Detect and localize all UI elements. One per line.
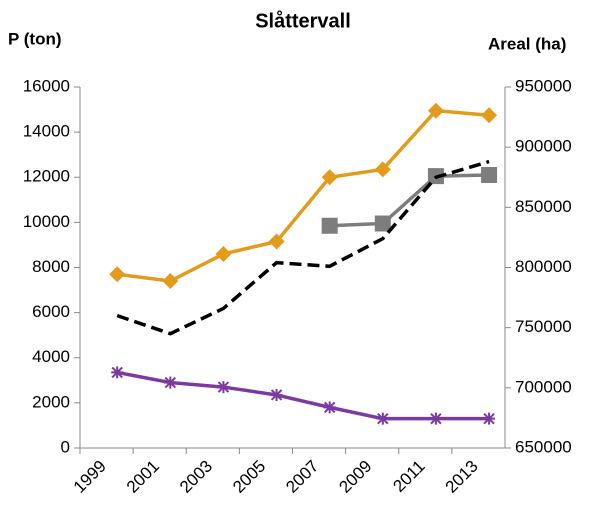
point — [321, 217, 338, 234]
y2-tick-label: 950000 — [515, 76, 572, 95]
series-line — [116, 159, 490, 336]
point — [270, 388, 283, 401]
point — [323, 401, 336, 414]
series-line — [116, 108, 490, 283]
y-tick-label: 2000 — [32, 392, 70, 411]
y2-tick-label: 850000 — [515, 197, 572, 216]
y2-tick-label: 750000 — [515, 317, 572, 336]
x-tick-label: 2013 — [442, 457, 482, 497]
x-tick-label: 2003 — [176, 457, 216, 497]
y2-axis-label: Areal (ha) — [488, 34, 566, 53]
point — [374, 215, 391, 232]
point — [481, 107, 498, 124]
y-tick-label: 4000 — [32, 347, 70, 366]
x-tick-label: 2001 — [123, 457, 163, 497]
x-tick-label: 2011 — [389, 457, 428, 496]
series-line — [329, 173, 490, 228]
point — [109, 266, 126, 283]
x-tick-label: 1999 — [70, 457, 110, 497]
y-tick-label: 0 — [61, 437, 70, 456]
series-line — [116, 370, 490, 421]
y2-tick-label: 650000 — [515, 437, 572, 456]
point — [483, 412, 496, 425]
point — [427, 102, 444, 119]
point — [164, 376, 177, 389]
x-tick-label: 2007 — [282, 457, 322, 497]
y-tick-label: 6000 — [32, 302, 70, 321]
y2-tick-label: 900000 — [515, 137, 572, 156]
point — [268, 233, 285, 250]
x-tick-label: 2009 — [335, 457, 375, 497]
point — [429, 412, 442, 425]
y-axis-label: P (ton) — [8, 29, 62, 48]
point — [217, 381, 230, 394]
point — [162, 273, 179, 290]
y-tick-label: 16000 — [23, 76, 70, 95]
y-tick-label: 14000 — [23, 122, 70, 141]
y-tick-label: 12000 — [23, 167, 70, 186]
chart-title: Slåttervall — [255, 9, 351, 32]
point — [481, 166, 498, 183]
y2-tick-label: 800000 — [515, 257, 572, 276]
y2-tick-label: 700000 — [515, 377, 572, 396]
point — [111, 366, 124, 379]
x-tick-label: 2005 — [229, 457, 269, 497]
point — [376, 412, 389, 425]
point — [215, 245, 232, 262]
y-tick-label: 10000 — [23, 212, 70, 231]
y-tick-label: 8000 — [32, 257, 70, 276]
point — [374, 161, 391, 178]
point — [321, 169, 338, 186]
